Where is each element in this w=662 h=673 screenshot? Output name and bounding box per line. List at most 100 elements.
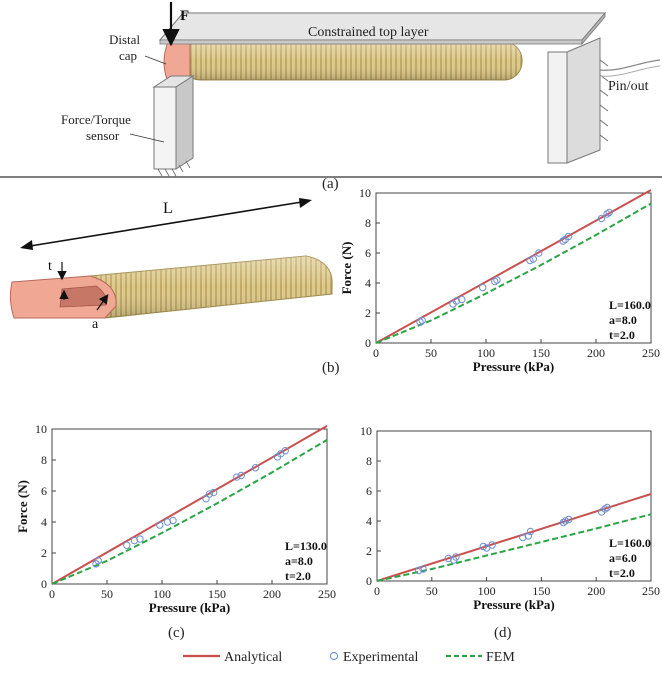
y-tick-label: 6: [365, 246, 371, 260]
x-tick-label: 100: [478, 584, 496, 598]
data-point-experimental: [123, 541, 131, 549]
legend: Analytical Experimental FEM: [183, 650, 515, 665]
plot-frame: [51, 428, 328, 585]
x-tick-label: 50: [425, 346, 437, 360]
parameter-label: a=8.0: [285, 554, 313, 568]
series-line-analytical: [376, 493, 652, 582]
data-point-experimental: [605, 208, 613, 217]
bracket-front: [547, 51, 568, 164]
data-point-experimental: [416, 318, 424, 326]
parameter-label: t=2.0: [285, 569, 311, 583]
y-tick-label: 6: [41, 484, 47, 498]
data-point-experimental: [526, 527, 535, 536]
plot-frame: [375, 192, 652, 344]
data-point-experimental: [559, 518, 568, 527]
y-tick-label: 2: [41, 546, 47, 560]
x-tick-label: 200: [587, 584, 605, 598]
ground-hatch-sensor: [157, 160, 191, 177]
caption-a: (a): [322, 176, 339, 192]
width-label: a: [92, 317, 99, 332]
x-tick-label: 250: [318, 587, 336, 601]
caption-c: (c): [168, 625, 185, 641]
x-axis-label: Pressure (kPa): [149, 600, 230, 615]
data-point-experimental: [601, 505, 609, 513]
x-axis-label: Pressure (kPa): [473, 597, 554, 612]
panel-b-schematic: L t a: [9, 198, 333, 332]
inner-chamber: [59, 285, 107, 308]
y-tick-label: 4: [41, 515, 47, 529]
y-tick-label: 8: [41, 453, 47, 467]
data-point-experimental: [565, 515, 573, 524]
parameter-label: t=2.0: [609, 328, 635, 342]
data-point-experimental: [130, 536, 139, 545]
x-tick-label: 150: [532, 584, 550, 598]
x-tick-label: 100: [477, 346, 495, 360]
parameter-label: a=8.0: [609, 313, 637, 327]
y-tick-label: 8: [366, 454, 372, 468]
series-line-fem: [51, 439, 328, 585]
data-point-experimental: [419, 565, 427, 573]
y-tick-label: 2: [366, 544, 372, 558]
x-tick-label: 0: [374, 584, 380, 598]
y-tick-label: 8: [365, 216, 371, 230]
x-tick-label: 0: [373, 346, 379, 360]
pin-out-label: Pin/out: [608, 79, 649, 94]
data-point-experimental: [519, 533, 527, 542]
x-axis-label: Pressure (kPa): [473, 359, 554, 374]
data-point-experimental: [237, 471, 245, 480]
data-point-experimental: [136, 535, 144, 543]
y-tick-label: 6: [366, 484, 372, 498]
data-point-experimental: [452, 553, 460, 561]
bracket-side: [566, 37, 601, 164]
data-point-experimental: [479, 542, 488, 551]
sensor-label-line2: sensor: [86, 128, 120, 143]
parameter-label: a=6.0: [609, 551, 637, 565]
y-tick-label: 0: [365, 336, 371, 350]
caption-b: (b): [322, 360, 340, 376]
data-point-experimental: [479, 283, 487, 292]
data-point-experimental: [526, 256, 534, 265]
data-point-experimental: [535, 249, 543, 257]
data-point-experimental: [564, 232, 573, 241]
force-label: F: [180, 8, 189, 24]
data-point-experimental: [169, 516, 177, 525]
data-point-experimental: [524, 532, 532, 540]
data-point-experimental: [529, 255, 537, 263]
data-point-experimental: [482, 544, 491, 552]
y-tick-label: 4: [366, 514, 372, 528]
top-layer-label: Constrained top layer: [308, 25, 429, 40]
data-point-experimental: [210, 488, 218, 497]
ground-hatch-right: [599, 59, 609, 142]
length-dimension-line: [23, 200, 309, 248]
plot-frame: [376, 430, 652, 582]
panel-a-illustration: F Constrained top layer Distal cap Force…: [61, 2, 661, 177]
thickness-label: t: [48, 259, 52, 274]
data-point-experimental: [561, 517, 570, 525]
data-point-experimental: [94, 557, 102, 565]
x-tick-label: 100: [153, 587, 171, 601]
x-tick-label: 250: [642, 346, 660, 360]
legend-label-experimental: Experimental: [343, 650, 419, 665]
legend-label-fem: FEM: [486, 650, 515, 665]
y-tick-label: 4: [365, 276, 371, 290]
length-label: L: [163, 200, 173, 217]
cable: [599, 59, 661, 71]
x-tick-label: 50: [426, 584, 438, 598]
data-point-experimental: [414, 566, 423, 575]
force-torque-sensor: [153, 86, 177, 170]
distal-label: Distal: [109, 32, 140, 47]
data-point-experimental: [251, 464, 260, 472]
data-point-experimental: [488, 541, 496, 549]
x-tick-label: 250: [642, 584, 660, 598]
y-tick-label: 2: [365, 306, 371, 320]
data-point-experimental: [281, 447, 289, 455]
x-tick-label: 50: [101, 587, 113, 601]
y-tick-label: 0: [41, 577, 47, 591]
parameter-label: L=160.0: [609, 536, 651, 550]
data-point-experimental: [233, 473, 241, 481]
data-point-experimental: [597, 214, 606, 223]
x-tick-label: 200: [263, 587, 281, 601]
